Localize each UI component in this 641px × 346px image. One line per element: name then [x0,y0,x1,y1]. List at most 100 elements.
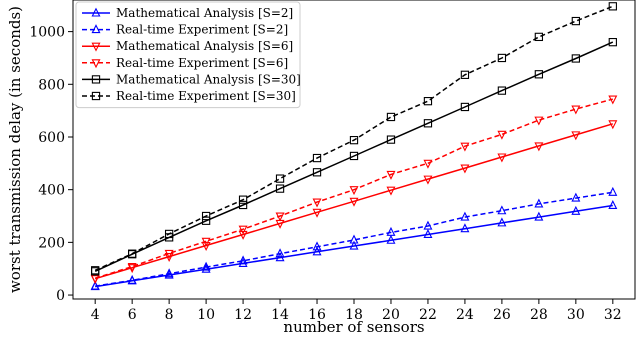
legend: Mathematical Analysis [S=2] Real-time Exp… [75,1,301,109]
data-point [128,249,137,258]
y-tick-label: 800 [38,77,65,93]
legend-entry: Real-time Experiment [S=2] [82,23,288,37]
series-line [94,98,613,279]
data-point [571,105,581,115]
x-tick-label: 22 [419,307,437,323]
data-point [608,120,618,130]
data-point [571,192,581,202]
data-point [349,186,359,196]
x-tick-label: 14 [271,307,289,323]
data-point [275,174,285,183]
legend-marker [91,75,101,84]
x-axis-label: number of sensors [283,318,424,336]
data-point [386,226,396,236]
data-point [386,170,396,180]
data-point [423,229,433,239]
x-tick-label: 28 [530,307,548,323]
x-tick-label: 20 [382,307,400,323]
data-point [423,220,433,230]
data-point [608,95,618,105]
data-point [608,200,618,210]
data-point [90,280,100,290]
data-point [386,186,396,196]
series-2 [90,186,618,290]
data-point [201,237,211,247]
data-point [312,208,322,218]
data-point [238,255,248,265]
legend-label: Mathematical Analysis [S=2] [116,6,293,20]
legend-marker [91,42,101,52]
series-6 [91,2,617,275]
data-point [571,131,581,141]
series-layer [90,2,618,291]
legend-entry: Mathematical Analysis [S=2] [82,6,293,20]
data-point [497,130,507,140]
data-point [534,32,544,42]
data-point [460,70,470,79]
data-point [571,16,580,26]
data-point [238,258,248,267]
legend-marker [91,7,101,17]
data-point [571,205,581,215]
data-point [201,211,211,221]
series-line [94,123,614,280]
legend-entry: Mathematical Analysis [S=30] [82,72,301,86]
data-point [275,184,285,193]
data-point [497,205,507,215]
data-point [497,53,507,63]
data-point [201,261,211,271]
y-tick-label: 400 [38,183,65,199]
axes: 4 6 8 10 12 14 16 18 20 22 24 26 28 30 32 0 200 400 600 800… [29,0,636,323]
data-point [460,164,470,174]
data-point [386,135,396,144]
data-point [164,268,174,278]
data-point [275,248,285,258]
series-line [94,5,614,271]
x-tick-label: 24 [456,307,474,323]
data-point [275,212,285,222]
x-tick-label: 12 [234,307,252,323]
legend-marker [91,24,101,34]
data-point [238,195,248,204]
data-point [608,2,617,11]
data-point [460,142,470,152]
y-tick-label: 1000 [29,25,65,41]
data-point [238,230,248,240]
data-point [497,217,507,227]
legend-marker [91,59,101,69]
y-axis-label: worst transmission delay (in seconds) [6,6,24,293]
x-tick-label: 18 [345,307,363,323]
series-line [94,41,614,272]
series-line [95,204,613,288]
x-tick-label: 26 [493,307,511,323]
data-point [423,159,433,169]
data-point [460,211,470,221]
data-point [386,234,396,244]
data-point [497,153,507,163]
data-point [460,102,470,112]
x-tick-label: 8 [165,307,174,323]
x-tick-label: 4 [91,307,100,323]
data-point [91,266,100,275]
x-tick-label: 32 [604,307,622,323]
data-point [127,274,137,284]
data-point [423,97,433,106]
legend-marker [91,91,101,101]
data-point [534,142,544,152]
data-point [349,197,359,207]
x-tick-label: 30 [567,307,585,323]
data-point [497,86,507,95]
data-point [201,241,211,251]
legend-label: Real-time Experiment [S=6] [116,56,288,70]
data-point [312,246,322,256]
data-point [238,225,248,235]
data-point [608,37,617,47]
data-point [127,263,137,273]
data-point [608,186,618,196]
legend-entry: Real-time Experiment [S=6] [82,56,288,70]
legend-label: Mathematical Analysis [S=6] [116,39,293,53]
data-point [534,211,544,221]
data-point [312,153,322,163]
